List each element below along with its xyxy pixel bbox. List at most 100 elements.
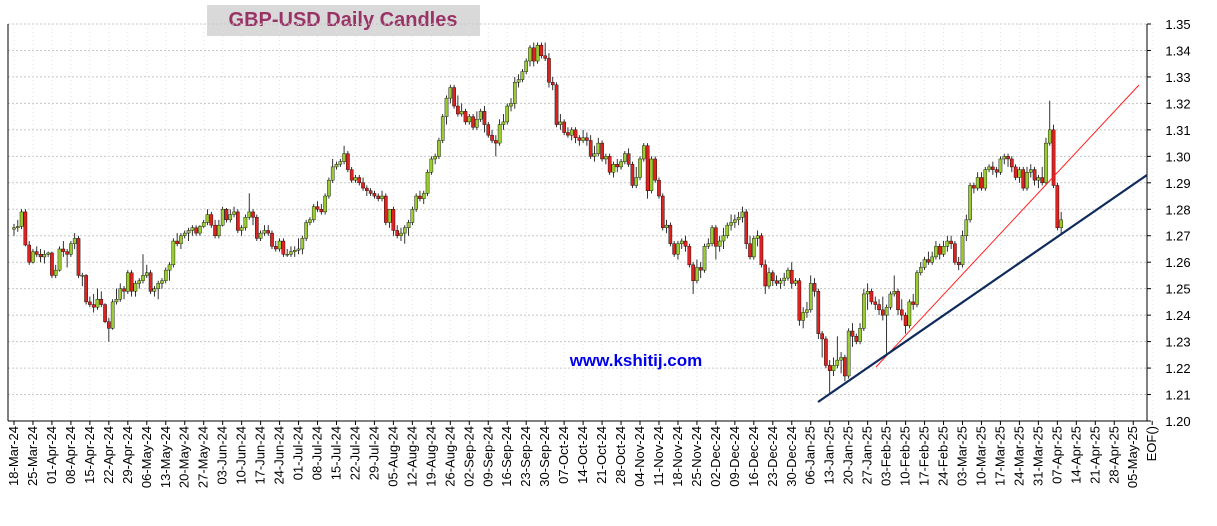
candle-body [793, 280, 798, 284]
candle-body [634, 177, 639, 186]
candle-body [626, 153, 631, 165]
candle-body [273, 246, 278, 250]
candle-body [991, 166, 995, 170]
candle-body [141, 275, 145, 281]
candle-body [175, 240, 179, 244]
candle-body [368, 190, 373, 194]
candle-body [38, 254, 43, 258]
candle-body [581, 137, 585, 141]
x-tick-label: 13-May-24 [158, 426, 173, 488]
candle-body [95, 299, 100, 308]
candle-body [774, 280, 779, 284]
candle-body [505, 105, 510, 123]
candle-body [304, 222, 308, 239]
x-tick-label: 16-Dec-24 [746, 426, 761, 487]
candle-body [84, 275, 88, 303]
candle-body [262, 230, 267, 234]
candle-body [300, 238, 305, 250]
candle-body [524, 60, 528, 72]
candle-body [896, 291, 900, 311]
candle-body [311, 206, 316, 221]
candle-body [1021, 169, 1026, 189]
candle-body [103, 304, 107, 322]
candle-body [695, 267, 699, 281]
x-tick-label: 10-Jun-24 [234, 426, 249, 485]
candle-body [391, 209, 396, 231]
candle-body [384, 195, 388, 223]
candle-body [365, 187, 369, 191]
candle-body [156, 283, 160, 289]
candle-body [452, 87, 456, 107]
x-tick-label: 25-Mar-24 [25, 426, 40, 486]
candle-body [786, 269, 790, 279]
candle-body [554, 84, 559, 125]
candle-body [80, 275, 85, 277]
candle-body [444, 97, 449, 117]
x-tick-label: 29-Apr-24 [120, 426, 135, 484]
candle-body [266, 230, 270, 234]
x-tick-label: 10-Mar-25 [973, 426, 988, 486]
x-tick-label: 25-Nov-24 [689, 426, 704, 487]
candle-body [357, 177, 362, 184]
candle-body [782, 277, 786, 281]
y-tick-label: 1.26 [1165, 255, 1190, 270]
x-tick-label: EOF() [1144, 426, 1159, 461]
candle-body [638, 158, 642, 178]
candle-body [376, 195, 381, 199]
candle-body [12, 227, 16, 230]
candle-body [604, 156, 608, 160]
y-tick-label: 1.20 [1165, 414, 1190, 429]
x-tick-label: 03-Mar-25 [955, 426, 970, 486]
y-tick-label: 1.27 [1165, 229, 1190, 244]
candle-body [740, 211, 745, 218]
candle-body [562, 121, 566, 133]
candle-body [421, 193, 426, 199]
y-tick-label: 1.29 [1165, 176, 1190, 191]
candle-body [281, 240, 286, 255]
candle-body [679, 240, 684, 244]
candle-body [236, 211, 240, 231]
candle-body [926, 259, 931, 263]
candle-body [881, 309, 885, 316]
x-tick-label: 06-May-24 [139, 426, 154, 488]
candle-body [349, 169, 354, 181]
candle-body [1013, 166, 1018, 178]
x-tick-label: 30-Sep-24 [537, 426, 552, 487]
candle-body [547, 58, 551, 83]
candle-body [657, 179, 661, 197]
candle-body [76, 238, 81, 276]
candle-body [243, 217, 248, 228]
candle-body [27, 244, 31, 263]
candle-body [710, 227, 714, 244]
candle-body [118, 288, 123, 300]
y-tick-label: 1.32 [1165, 96, 1190, 111]
watermark: www.kshitij.com [569, 351, 703, 370]
candle-body [497, 124, 502, 144]
candle-body [399, 232, 403, 236]
candle-body [975, 177, 980, 189]
y-tick-label: 1.34 [1165, 43, 1190, 58]
candle-body [862, 293, 866, 329]
candle-body [285, 254, 289, 256]
candle-body [429, 158, 434, 173]
candle-body [824, 338, 828, 366]
candle-body [509, 103, 513, 107]
candle-body [372, 193, 377, 197]
candle-body [835, 359, 840, 366]
candle-body [1040, 177, 1044, 184]
candle-body [850, 330, 855, 337]
candle-body [543, 55, 547, 59]
candle-body [456, 105, 460, 115]
x-tick-label: 29-Jul-24 [366, 426, 381, 480]
candle-body [619, 161, 623, 168]
candle-body [448, 87, 453, 99]
candle-body [903, 314, 908, 326]
x-tick-label: 01-Jul-24 [291, 426, 306, 480]
candle-body [672, 243, 676, 255]
x-tick-label: 13-Jan-25 [822, 426, 837, 485]
candle-body [342, 153, 346, 162]
candle-body [122, 288, 126, 292]
candle-body [922, 259, 927, 268]
candle-body [767, 272, 771, 287]
candle-body [592, 153, 597, 157]
